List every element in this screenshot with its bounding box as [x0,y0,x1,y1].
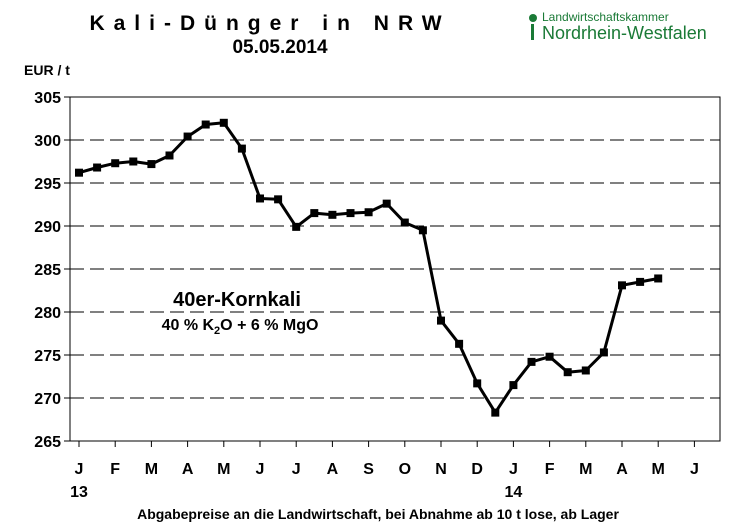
x-tick-label-1: F [110,461,120,478]
data-point-26 [546,353,554,361]
data-point-2 [111,159,119,167]
data-point-24 [509,381,517,389]
data-point-29 [600,348,608,356]
x-tick-label-10: N [435,461,447,478]
data-point-28 [582,366,590,374]
y-tick-label-305: 305 [34,90,61,107]
data-point-3 [129,158,137,166]
data-point-16 [365,208,373,216]
data-point-23 [491,409,499,417]
data-point-18 [401,219,409,227]
data-point-6 [184,133,192,141]
y-tick-label-300: 300 [34,133,61,150]
data-point-19 [419,226,427,234]
y-tick-label-290: 290 [34,219,61,236]
y-tick-label-270: 270 [34,391,61,408]
data-point-7 [202,121,210,129]
formula-pre: 40 % K [162,317,215,334]
data-point-27 [564,368,572,376]
x-tick-label-16: M [652,461,665,478]
data-point-17 [383,200,391,208]
data-point-8 [220,119,228,127]
x-tick-label-14: M [579,461,592,478]
data-point-1 [93,164,101,172]
year-label-13: 13 [70,484,88,501]
x-tick-label-7: A [327,461,339,478]
x-tick-label-17: J [690,461,699,478]
y-tick-label-275: 275 [34,348,61,365]
annotation-product: 40er-Kornkali [173,289,301,311]
x-tick-label-11: D [471,461,483,478]
data-point-32 [654,274,662,282]
x-tick-label-3: A [182,461,194,478]
x-tick-label-8: S [363,461,374,478]
formula-post: O + 6 % MgO [220,317,318,334]
y-tick-label-295: 295 [34,176,61,193]
x-tick-label-6: J [292,461,301,478]
x-tick-label-0: J [75,461,84,478]
data-point-11 [274,195,282,203]
x-axis-ticks: J F M A M J J A S O N D J F M A M J 13 14 [70,441,699,501]
data-point-9 [238,145,246,153]
data-point-13 [310,209,318,217]
x-tick-label-9: O [399,461,411,478]
data-point-12 [292,223,300,231]
y-tick-label-265: 265 [34,434,61,451]
data-point-25 [528,358,536,366]
data-point-31 [636,278,644,286]
y-tick-label-285: 285 [34,262,61,279]
x-tick-label-2: M [145,461,158,478]
data-point-15 [347,209,355,217]
x-tick-label-12: J [509,461,518,478]
data-point-0 [75,169,83,177]
data-point-10 [256,194,264,202]
data-point-30 [618,281,626,289]
y-axis-ticks: 305 300 295 290 285 280 275 270 265 [34,90,70,451]
x-tick-label-4: M [217,461,230,478]
x-tick-label-13: F [545,461,555,478]
y-tick-label-280: 280 [34,305,61,322]
x-tick-label-15: A [616,461,628,478]
data-point-21 [455,340,463,348]
x-tick-label-5: J [256,461,265,478]
year-label-14: 14 [505,484,523,501]
data-point-4 [147,160,155,168]
line-chart: 305 300 295 290 285 280 275 270 265 J F M A M J J A S O N D… [0,0,756,529]
data-point-20 [437,317,445,325]
data-point-5 [166,151,174,159]
data-point-22 [473,379,481,387]
data-point-14 [328,211,336,219]
chart-footer-note: Abgabepreise an die Landwirtschaft, bei … [0,506,756,522]
